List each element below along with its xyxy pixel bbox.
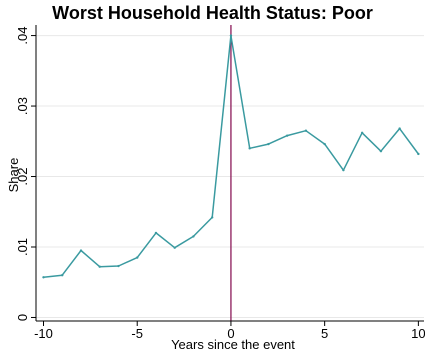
x-tick-label: 0 — [227, 326, 234, 341]
data-point — [285, 134, 289, 137]
tick-labels: -10 -5 0 5 10 0 .01 .02 .03 .04 — [15, 27, 425, 341]
y-axis-label: Share — [6, 158, 21, 193]
data-point — [98, 265, 101, 268]
x-tick-label: 10 — [411, 326, 425, 341]
data-point — [267, 142, 270, 146]
y-tick-label: .03 — [15, 97, 30, 115]
axes — [31, 25, 424, 326]
grid-lines — [36, 35, 424, 318]
data-point — [79, 249, 83, 252]
data-point — [42, 276, 45, 279]
data-point — [192, 235, 195, 238]
data-point — [210, 216, 214, 219]
data-point — [229, 34, 233, 37]
data-point — [304, 129, 308, 132]
data-point — [154, 231, 158, 235]
x-tick-label: -5 — [131, 326, 143, 341]
series-group — [42, 34, 420, 279]
data-point — [417, 152, 420, 156]
x-tick-label: -10 — [34, 326, 53, 341]
data-point — [379, 149, 383, 153]
y-tick-label: .04 — [15, 27, 30, 45]
data-point — [398, 127, 401, 130]
data-point — [136, 256, 139, 259]
data-point — [360, 131, 364, 135]
data-point — [173, 246, 176, 249]
x-axis-label: Years since the event — [171, 337, 295, 352]
data-point — [117, 264, 120, 268]
data-point — [61, 273, 64, 277]
y-tick-label: .02 — [15, 167, 30, 185]
data-point — [248, 147, 251, 150]
data-point — [342, 168, 345, 172]
data-point — [323, 142, 326, 146]
y-tick-label: 0 — [15, 314, 30, 321]
chart-title: Worst Household Health Status: Poor — [52, 3, 373, 23]
y-tick-label: .01 — [15, 238, 30, 256]
x-tick-label: 5 — [321, 326, 328, 341]
